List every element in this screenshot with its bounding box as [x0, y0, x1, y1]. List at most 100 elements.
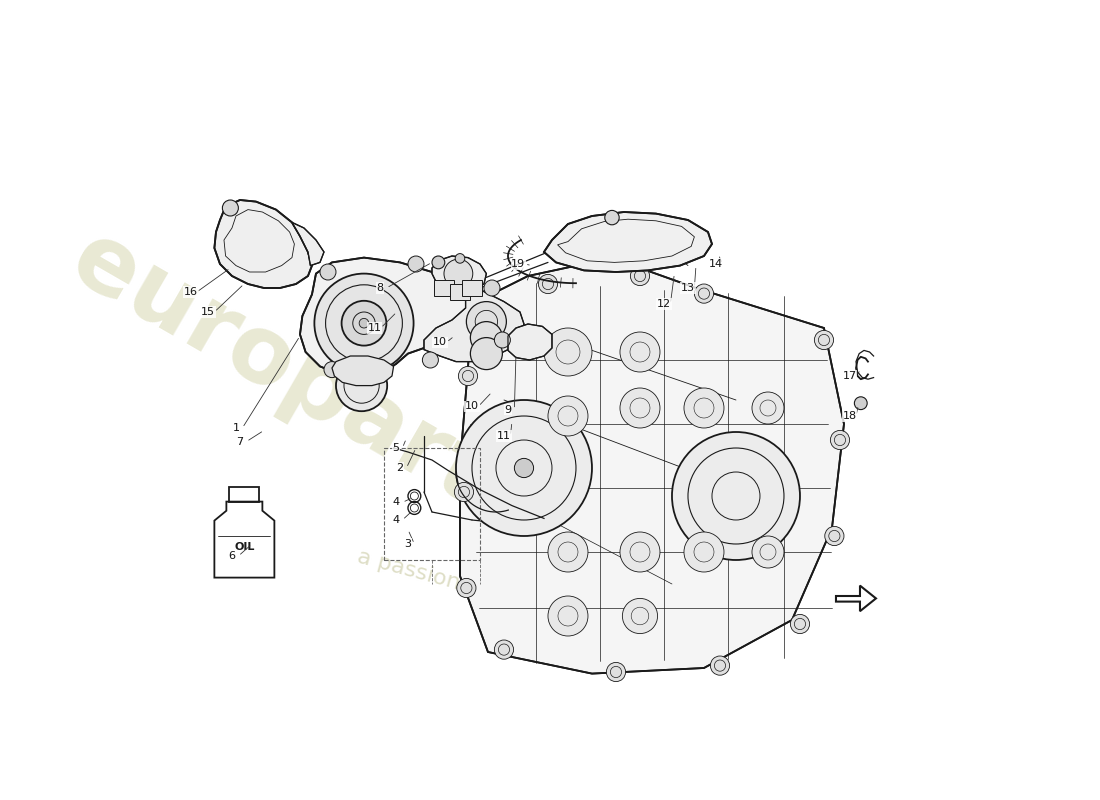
Text: 17: 17 [843, 371, 857, 381]
Text: 11: 11 [367, 323, 382, 333]
Polygon shape [460, 264, 844, 674]
Text: 5: 5 [393, 443, 399, 453]
Circle shape [459, 366, 477, 386]
Text: 7: 7 [236, 437, 243, 446]
Text: 4: 4 [393, 498, 399, 507]
Text: 6: 6 [229, 551, 235, 561]
Circle shape [222, 200, 239, 216]
Bar [230, 487, 260, 502]
Circle shape [471, 322, 490, 342]
Text: 16: 16 [184, 287, 197, 297]
Circle shape [830, 430, 849, 450]
Circle shape [456, 578, 476, 598]
Text: 12: 12 [657, 299, 671, 309]
Circle shape [548, 596, 588, 636]
Circle shape [548, 396, 588, 436]
Circle shape [684, 388, 724, 428]
Polygon shape [214, 200, 312, 288]
Circle shape [605, 210, 619, 225]
Circle shape [444, 259, 473, 288]
Polygon shape [424, 282, 524, 362]
Circle shape [694, 284, 714, 303]
Text: 19: 19 [512, 259, 526, 269]
Text: 13: 13 [681, 283, 695, 293]
Text: europarts: europarts [55, 214, 553, 554]
Circle shape [825, 526, 844, 546]
Text: 1: 1 [232, 423, 240, 433]
Text: 19: 19 [512, 259, 526, 269]
Text: OIL: OIL [234, 542, 254, 552]
Text: 2: 2 [396, 463, 404, 473]
Circle shape [466, 302, 506, 342]
Text: 10: 10 [433, 338, 447, 347]
Polygon shape [332, 356, 394, 386]
Text: 6: 6 [229, 551, 235, 561]
Circle shape [408, 256, 424, 272]
Polygon shape [544, 212, 712, 272]
Text: 4: 4 [393, 498, 399, 507]
Text: 9: 9 [505, 405, 512, 414]
Circle shape [471, 322, 503, 354]
Circle shape [684, 532, 724, 572]
Text: 4: 4 [393, 515, 399, 525]
Polygon shape [292, 222, 324, 266]
Text: 5: 5 [393, 443, 399, 453]
Circle shape [752, 536, 784, 568]
Circle shape [814, 330, 834, 350]
Text: 13: 13 [681, 283, 695, 293]
Circle shape [494, 332, 510, 348]
Circle shape [422, 352, 439, 368]
Text: 12: 12 [657, 299, 671, 309]
Circle shape [538, 274, 558, 294]
Circle shape [315, 274, 414, 373]
Bar [434, 280, 453, 296]
Text: 18: 18 [843, 411, 857, 421]
Circle shape [606, 662, 626, 682]
Bar [450, 284, 470, 300]
Circle shape [791, 614, 810, 634]
Circle shape [360, 318, 368, 328]
Circle shape [544, 328, 592, 376]
Text: 3: 3 [405, 539, 411, 549]
Text: 3: 3 [405, 539, 411, 549]
Circle shape [456, 400, 592, 536]
Polygon shape [300, 258, 506, 376]
Circle shape [711, 656, 729, 675]
Circle shape [630, 266, 650, 286]
Circle shape [672, 432, 800, 560]
Text: 14: 14 [708, 259, 723, 269]
Polygon shape [508, 324, 552, 360]
Text: 15: 15 [201, 307, 214, 317]
Text: 10: 10 [433, 338, 447, 347]
Bar [384, 448, 480, 560]
Text: a passion for parts since 1985: a passion for parts since 1985 [354, 546, 685, 654]
Circle shape [855, 397, 867, 410]
Circle shape [623, 598, 658, 634]
Text: 10: 10 [465, 402, 478, 411]
Circle shape [620, 332, 660, 372]
Circle shape [494, 640, 514, 659]
Bar [462, 280, 482, 296]
Text: 10: 10 [465, 402, 478, 411]
Text: 8: 8 [376, 283, 384, 293]
Circle shape [620, 532, 660, 572]
Text: 9: 9 [505, 405, 512, 414]
Text: 11: 11 [497, 431, 512, 441]
Text: 17: 17 [843, 371, 857, 381]
Circle shape [320, 264, 336, 280]
Text: 4: 4 [393, 515, 399, 525]
Circle shape [515, 458, 534, 478]
Circle shape [548, 532, 588, 572]
Circle shape [471, 338, 503, 370]
Text: 11: 11 [497, 431, 512, 441]
Text: 8: 8 [376, 283, 384, 293]
Text: 11: 11 [367, 323, 382, 333]
Circle shape [324, 362, 340, 378]
Text: 16: 16 [184, 287, 197, 297]
Text: 18: 18 [843, 411, 857, 421]
Circle shape [484, 280, 500, 296]
Polygon shape [432, 256, 486, 292]
Text: 1: 1 [232, 423, 240, 433]
Text: 15: 15 [201, 307, 214, 317]
Text: 2: 2 [396, 463, 404, 473]
